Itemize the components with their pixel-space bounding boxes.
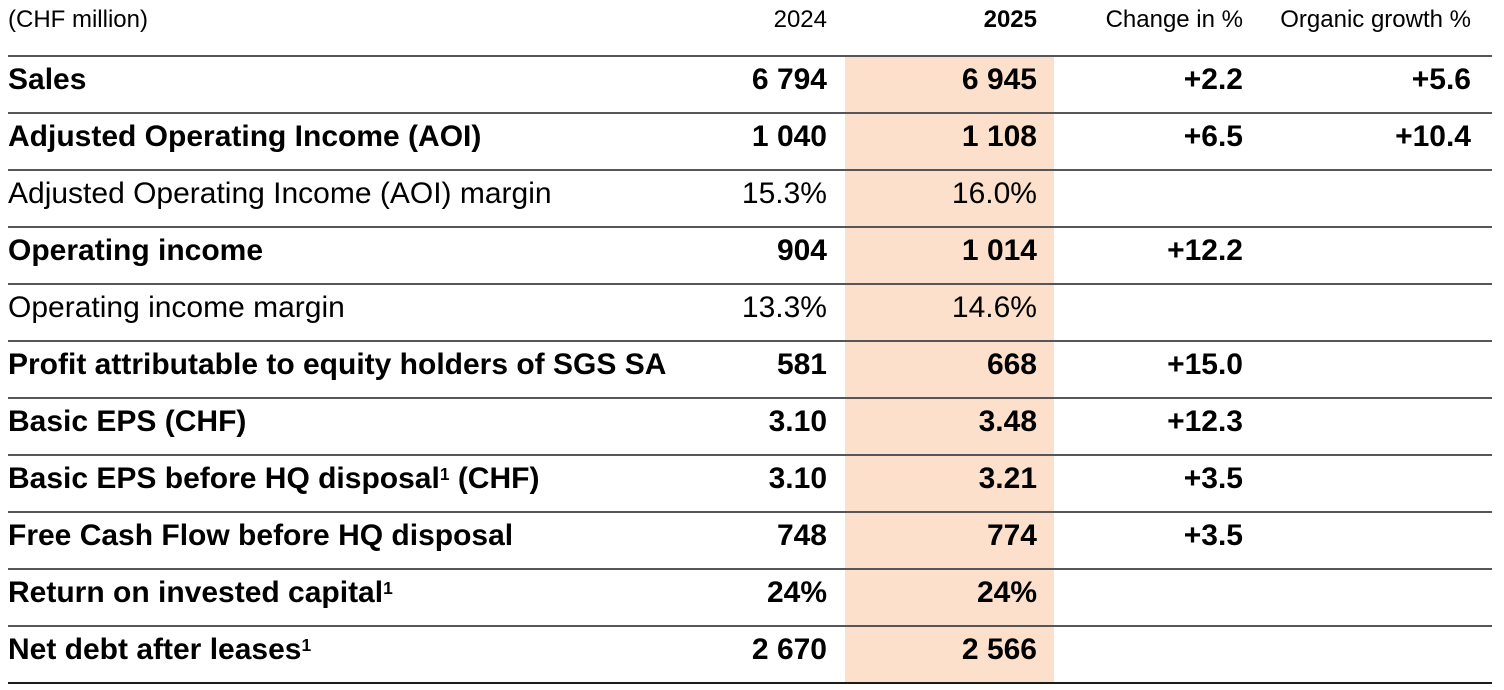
value-2025: 1 014: [845, 228, 1054, 283]
row-label: Adjusted Operating Income (AOI) margin: [8, 171, 708, 226]
table-row-sales: Sales 6 794 6 945 +2.2 +5.6: [8, 55, 1492, 112]
value-2025: 2 566: [845, 627, 1054, 682]
row-label-text: Basic EPS (CHF): [8, 405, 247, 438]
row-label: Adjusted Operating Income (AOI): [8, 114, 708, 169]
value-2024: 1 040: [751, 120, 827, 153]
value-2025: 1 108: [845, 114, 1054, 169]
table-row-aoi-margin: Adjusted Operating Income (AOI) margin 1…: [8, 169, 1492, 226]
value-change-pct: [1054, 285, 1260, 340]
row-label: Operating income margin: [8, 285, 708, 340]
value-organic-growth: [1260, 342, 1492, 397]
value-2024: 15.3%: [741, 177, 827, 210]
row-label-text: Free Cash Flow before HQ disposal: [8, 519, 514, 552]
value-change-pct: +12.2: [1167, 234, 1243, 267]
table-row-return-on-invested-capital: Return on invested capital1 24% 24%: [8, 568, 1492, 625]
value-2024: 2 670: [751, 633, 827, 666]
unit-label: (CHF million): [8, 6, 148, 33]
value-change-pct: +2.2: [1183, 63, 1243, 96]
value-2024: 748: [776, 519, 827, 552]
value-2024: 13.3%: [741, 291, 827, 324]
value-2024: 6 794: [751, 63, 827, 96]
row-label-suffix: (CHF): [449, 462, 540, 495]
value-organic-growth: [1260, 627, 1492, 682]
value-organic-growth: [1260, 570, 1492, 625]
footnote-marker-1: 1: [439, 464, 450, 485]
table-row-profit-attributable: Profit attributable to equity holders of…: [8, 340, 1492, 397]
row-label-text: Return on invested capital: [8, 576, 384, 609]
column-header-2025: 2025: [983, 6, 1037, 33]
row-label-text: Net debt after leases: [8, 633, 302, 666]
value-2025: 3.21: [845, 456, 1054, 511]
row-label-text: Basic EPS before HQ disposal: [8, 462, 440, 495]
financial-summary-table: (CHF million) 2024 2025 Change in % Orga…: [8, 0, 1492, 684]
value-change-pct: +3.5: [1183, 462, 1243, 495]
value-2025: 16.0%: [845, 171, 1054, 226]
value-change-pct: +6.5: [1183, 120, 1243, 153]
row-label: Net debt after leases1: [8, 627, 708, 682]
footnote-marker-1: 1: [383, 578, 393, 599]
table-row-net-debt-after-leases: Net debt after leases1 2 670 2 566: [8, 625, 1492, 682]
value-2024: 3.10: [768, 462, 827, 495]
row-label-text: Sales: [8, 63, 87, 96]
value-organic-growth: [1260, 399, 1492, 454]
value-organic-growth: +5.6: [1411, 63, 1471, 96]
row-label-text: Profit attributable to equity holders of…: [8, 348, 667, 381]
value-2025: 14.6%: [845, 285, 1054, 340]
row-label: Sales: [8, 57, 708, 112]
row-label-text: Adjusted Operating Income (AOI): [8, 120, 482, 153]
value-change-pct: +12.3: [1167, 405, 1243, 438]
table-row-operating-income-margin: Operating income margin 13.3% 14.6%: [8, 283, 1492, 340]
row-label-text: Adjusted Operating Income (AOI) margin: [8, 177, 552, 210]
value-2024: 3.10: [768, 405, 827, 438]
value-2024: 904: [776, 234, 827, 267]
row-label: Operating income: [8, 228, 708, 283]
value-2024: 24%: [766, 576, 827, 609]
row-label: Profit attributable to equity holders of…: [8, 342, 708, 397]
table-row-adjusted-operating-income: Adjusted Operating Income (AOI) 1 040 1 …: [8, 112, 1492, 169]
footnote-marker-1: 1: [301, 635, 312, 656]
column-header-2024: 2024: [773, 6, 827, 33]
value-2025: 6 945: [845, 57, 1054, 112]
value-change-pct: [1054, 570, 1260, 625]
table-row-basic-eps: Basic EPS (CHF) 3.10 3.48 +12.3: [8, 397, 1492, 454]
value-organic-growth: [1260, 171, 1492, 226]
value-change-pct: [1054, 171, 1260, 226]
table-header-row: (CHF million) 2024 2025 Change in % Orga…: [8, 0, 1492, 55]
value-2024: 581: [776, 348, 827, 381]
table-row-basic-eps-before-hq-disposal: Basic EPS before HQ disposal1 (CHF) 3.10…: [8, 454, 1492, 511]
value-2025: 3.48: [845, 399, 1054, 454]
value-organic-growth: +10.4: [1395, 120, 1471, 153]
value-change-pct: +15.0: [1167, 348, 1243, 381]
table-row-free-cash-flow: Free Cash Flow before HQ disposal 748 77…: [8, 511, 1492, 568]
row-label-text: Operating income margin: [8, 291, 345, 324]
value-organic-growth: [1260, 513, 1492, 568]
column-header-organic-growth: Organic growth %: [1280, 6, 1471, 33]
value-change-pct: [1054, 627, 1260, 682]
value-organic-growth: [1260, 285, 1492, 340]
row-label: Free Cash Flow before HQ disposal: [8, 513, 708, 568]
value-2025: 24%: [845, 570, 1054, 625]
row-label: Basic EPS (CHF): [8, 399, 708, 454]
value-2025: 774: [845, 513, 1054, 568]
row-label: Return on invested capital1: [8, 570, 708, 625]
table-row-operating-income: Operating income 904 1 014 +12.2: [8, 226, 1492, 283]
column-header-change-pct: Change in %: [1105, 6, 1243, 33]
row-label: Basic EPS before HQ disposal1 (CHF): [8, 456, 708, 511]
value-2025: 668: [845, 342, 1054, 397]
value-organic-growth: [1260, 456, 1492, 511]
value-change-pct: +3.5: [1183, 519, 1243, 552]
row-label-text: Operating income: [8, 234, 264, 267]
value-organic-growth: [1260, 228, 1492, 283]
